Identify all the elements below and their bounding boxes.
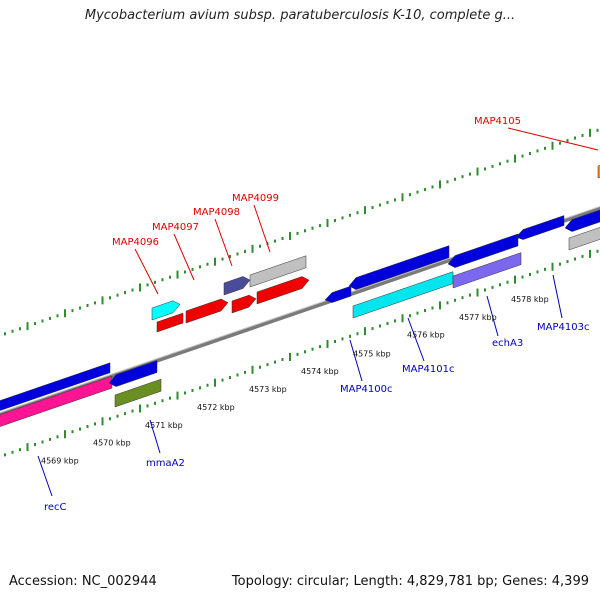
scale-label: 4572 kbp: [197, 403, 235, 412]
gene-label-map4101c[interactable]: MAP4101c: [402, 364, 454, 375]
gene-label-map4096[interactable]: MAP4096: [112, 237, 159, 248]
feature-MAP4099[interactable]: [223, 276, 251, 296]
gene-label-map4099[interactable]: MAP4099: [232, 193, 279, 204]
gene-label-map4100c[interactable]: MAP4100c: [340, 384, 392, 395]
leader-line: [552, 274, 563, 319]
gene-label-map4098[interactable]: MAP4098: [193, 207, 240, 218]
leader-line: [407, 317, 425, 362]
feature-MAP4096b[interactable]: [156, 312, 184, 333]
inner-tick-track: [4, 249, 599, 457]
scale-label: 4573 kbp: [249, 385, 287, 394]
label-leaders: [37, 127, 599, 497]
map-title: Mycobacterium avium subsp. paratuberculo…: [84, 8, 516, 23]
feature-recC[interactable]: [0, 375, 113, 430]
leader-line: [37, 455, 53, 497]
leader-line: [149, 419, 161, 454]
feature-MAP4103c-c[interactable]: [568, 226, 600, 251]
leader-line: [507, 127, 599, 151]
leader-line: [486, 295, 499, 337]
scale-label: 4577 kbp: [459, 313, 497, 322]
feature-MAP4103c-b[interactable]: [515, 215, 565, 240]
feature-MAP4099b[interactable]: [249, 255, 307, 288]
feature-MAP4096[interactable]: [151, 300, 181, 321]
leader-line: [253, 204, 271, 253]
scale-label: 4569 kbp: [41, 456, 79, 465]
scale-label: 4570 kbp: [93, 439, 131, 448]
feature-mmaA2-partner[interactable]: [108, 360, 158, 387]
feature-recC-partner[interactable]: [0, 362, 111, 414]
gene-label-recc[interactable]: recC: [44, 502, 67, 513]
leader-line: [173, 233, 195, 281]
genome-summary-text: Topology: circular; Length: 4,829,781 bp…: [231, 574, 589, 589]
feature-track: [0, 165, 600, 430]
feature-MAP4099c[interactable]: [256, 276, 310, 305]
feature-MAP4098[interactable]: [231, 294, 257, 314]
gene-label-mmaa2[interactable]: mmaA2: [146, 458, 185, 469]
feature-MAP4097[interactable]: [185, 298, 229, 324]
leader-line: [134, 248, 159, 295]
gene-label-map4105[interactable]: MAP4105: [474, 116, 521, 127]
gene-label-map4103c[interactable]: MAP4103c: [537, 322, 589, 333]
feature-MAP4101c-b[interactable]: [447, 233, 519, 268]
scale-label: 4575 kbp: [353, 349, 391, 358]
leader-line: [349, 339, 363, 382]
gene-label-echa3[interactable]: echA3: [492, 338, 523, 349]
label-layer: 4569 kbp 4570 kbp 4571 kbp 4572 kbp 4573 kbp…: [41, 116, 589, 513]
scale-label: 4578 kbp: [511, 295, 549, 304]
feature-MAP4100c[interactable]: [324, 285, 352, 303]
accession-text: Accession: NC_002944: [9, 574, 157, 589]
gene-label-map4097[interactable]: MAP4097: [152, 222, 199, 233]
leader-line: [214, 218, 233, 267]
scale-label: 4574 kbp: [301, 367, 339, 376]
scale-label: 4576 kbp: [407, 331, 445, 340]
feature-MAP4100c-b[interactable]: [348, 245, 450, 290]
scale-label: 4571 kbp: [145, 421, 183, 430]
feature-echA3[interactable]: [452, 252, 522, 289]
feature-mmaA2[interactable]: [114, 378, 162, 408]
